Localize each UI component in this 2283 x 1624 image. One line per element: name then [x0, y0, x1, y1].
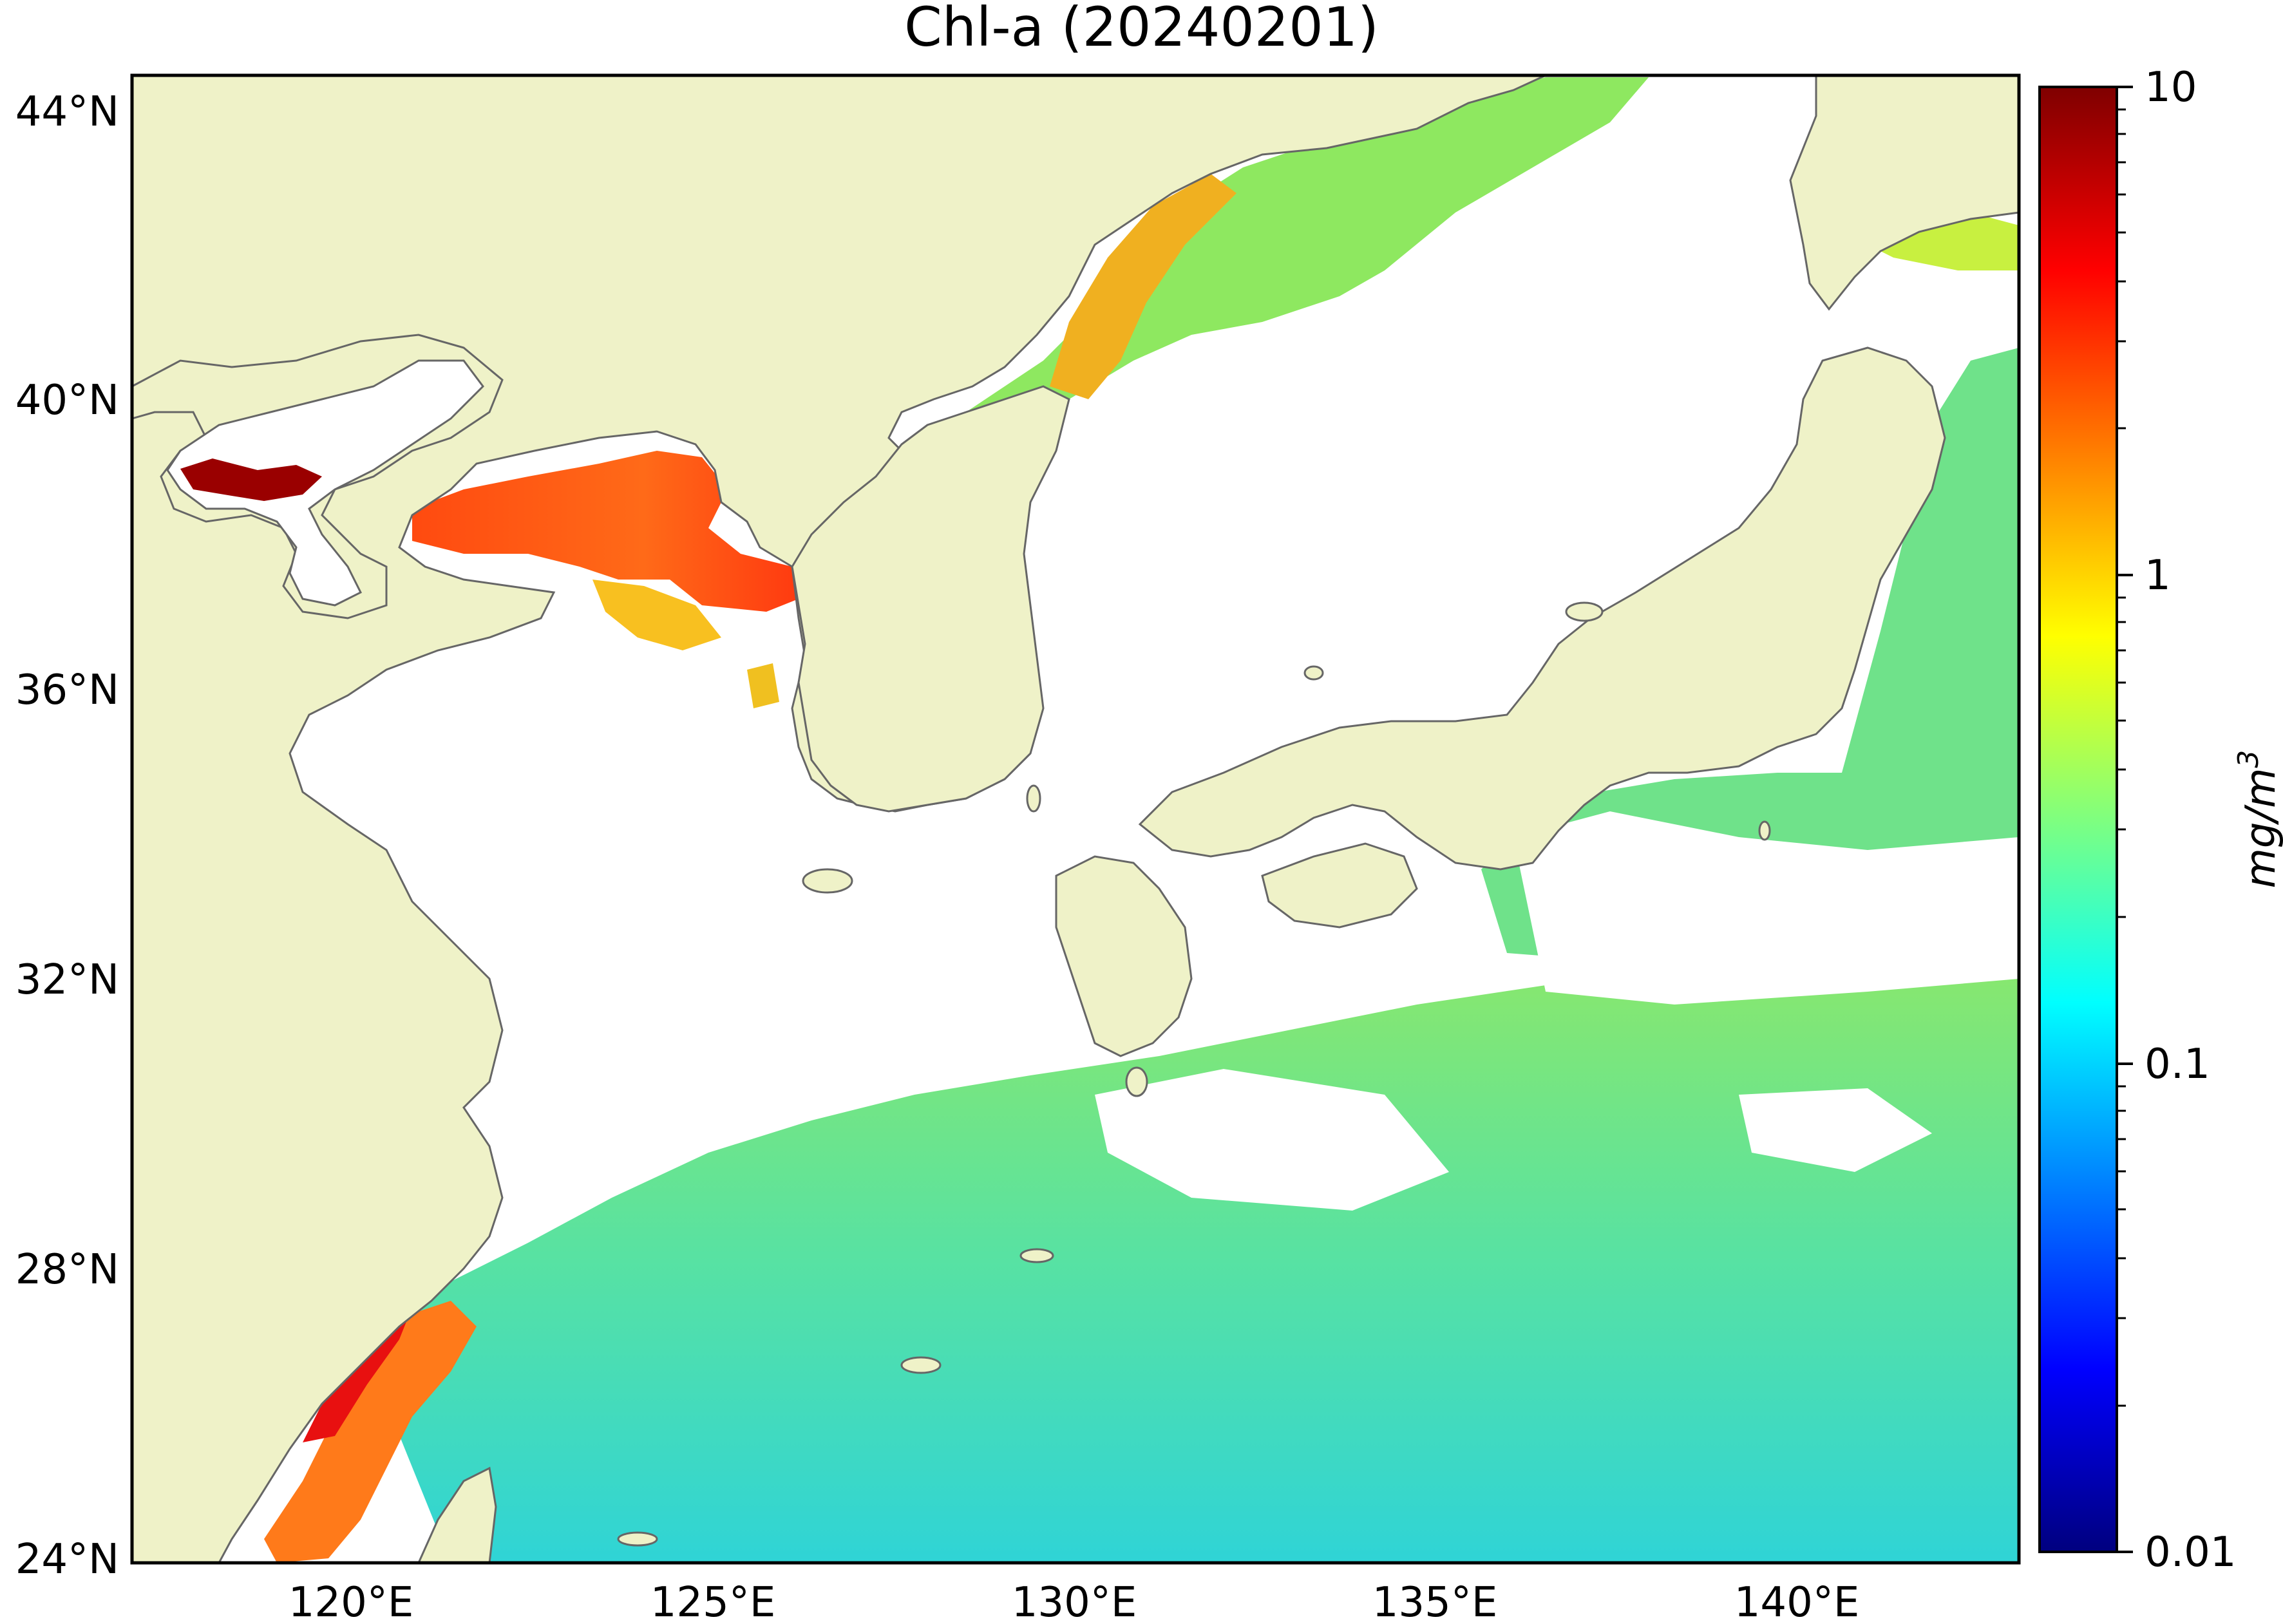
yellow-sea-north-chl [412, 451, 799, 612]
unit-exponent: 3 [2232, 750, 2265, 768]
korea-east-coast-chl [1050, 174, 1236, 399]
unit-text: mg/m [2237, 768, 2283, 889]
pacific-chl-field [361, 947, 2019, 1563]
colorbar-tick-label: 0.01 [2145, 1529, 2237, 1576]
land-kyushu [1055, 855, 1193, 1057]
land-okinawa [900, 1356, 942, 1374]
east-china-coast-chl [264, 1301, 477, 1563]
lon-label: 130°E [1012, 1579, 1137, 1624]
land-honshu [1138, 346, 1946, 871]
bohai-sea-chl-overlay [180, 458, 322, 501]
colorbar: 10 1 0.1 0.01 mg/m3 [2038, 64, 2283, 1576]
lon-label: 140°E [1734, 1579, 1860, 1624]
lat-label: 24°N [15, 1536, 119, 1583]
land-tsushima [1026, 784, 1041, 813]
colorbar-tick-label: 0.1 [2145, 1041, 2210, 1088]
land-amami [1019, 1248, 1054, 1263]
lat-label: 32°N [15, 956, 119, 1004]
colorbar-tick-label: 10 [2145, 64, 2197, 111]
lon-label: 125°E [650, 1579, 776, 1624]
land-izu [1758, 820, 1771, 841]
lon-label: 135°E [1372, 1579, 1498, 1624]
land-sado [1565, 601, 1604, 622]
map-title: Chl-a (20240201) [904, 0, 1379, 59]
map-frame [130, 73, 2021, 1565]
land-jeju [802, 868, 853, 894]
land-oki [1303, 665, 1324, 681]
lat-label: 28°N [15, 1246, 119, 1294]
cloud-patch [1513, 811, 2019, 1005]
sea-of-japan-chl-field [966, 77, 1649, 425]
cloud-patch [1095, 1069, 1449, 1211]
land-tanegashima [1125, 1066, 1148, 1097]
colorbar-unit-label: mg/m3 [2232, 750, 2283, 889]
land-taiwan [417, 1466, 497, 1563]
yellow-sea-plume-chl [592, 580, 721, 650]
yellow-sea-spot-chl [747, 663, 779, 708]
land-korea [791, 385, 1070, 813]
colorbar-tick-label: 1 [2145, 552, 2171, 600]
lon-label: 120°E [289, 1579, 414, 1624]
lat-label: 36°N [15, 666, 119, 714]
lat-label: 44°N [15, 88, 119, 136]
bohai-sea-water [166, 359, 484, 607]
land-hokkaido [1789, 75, 2019, 311]
lat-axis: 44°N 40°N 36°N 32°N 28°N 24°N [15, 88, 119, 1583]
land-shikoku [1261, 842, 1418, 929]
pacific-east-chl-field [1481, 348, 2019, 966]
land-mainland-asia [132, 75, 1546, 1563]
lon-axis: 120°E 125°E 130°E 135°E 140°E [289, 1579, 1860, 1624]
map-panel [132, 75, 2019, 1563]
colorbar-gradient [2038, 86, 2118, 1553]
cloud-patch [1739, 1088, 1932, 1172]
land-sakishima [617, 1531, 658, 1547]
lat-label: 40°N [15, 377, 119, 424]
colorbar-minor-ticks [2117, 108, 2126, 1407]
